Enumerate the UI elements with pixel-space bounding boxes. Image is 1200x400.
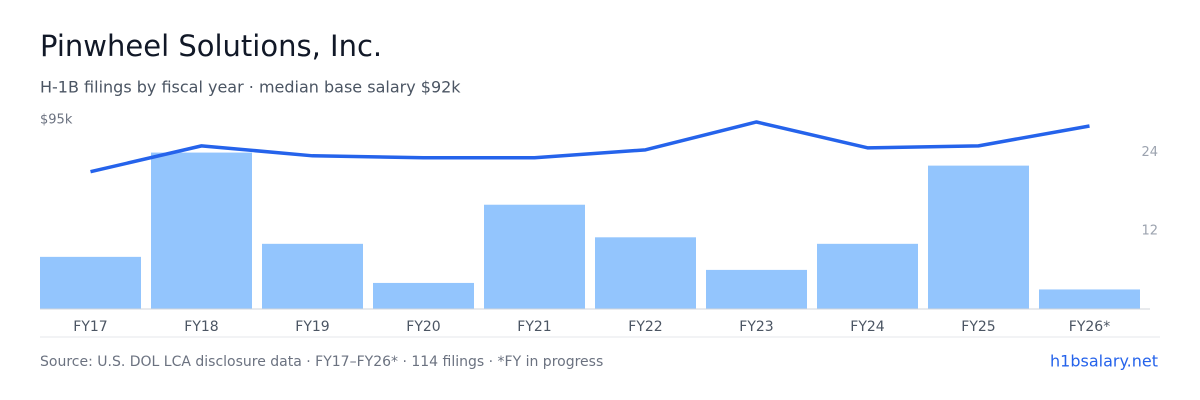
x-tick-label: FY23 [739, 319, 773, 335]
x-tick-label: FY17 [73, 319, 107, 335]
x-tick-label: FY18 [184, 319, 218, 335]
bar [1039, 289, 1140, 309]
y2-tick-label: 24 [1141, 145, 1158, 160]
bar [262, 243, 363, 309]
bar [706, 269, 807, 309]
bar [373, 282, 474, 309]
bar [817, 243, 918, 309]
x-tick-label: FY21 [517, 319, 551, 335]
y-tick-label: $95k [40, 113, 73, 128]
x-tick-label: FY22 [628, 319, 662, 335]
x-tick-label: FY26* [1069, 319, 1110, 335]
x-tick-label: FY19 [295, 319, 329, 335]
bar [595, 237, 696, 309]
bar [484, 204, 585, 309]
chart-title: Pinwheel Solutions, Inc. [40, 29, 382, 63]
x-tick-label: FY25 [961, 319, 995, 335]
y2-tick-label: 12 [1141, 223, 1158, 238]
line [90, 120, 1090, 174]
brand-link[interactable]: h1bsalary.net [1050, 352, 1158, 371]
bar [151, 152, 252, 309]
bar [40, 256, 141, 309]
bar [928, 165, 1029, 309]
chart-subtitle: H-1B filings by fiscal year · median bas… [40, 78, 461, 97]
x-tick-label: FY24 [850, 319, 885, 335]
x-tick-label: FY20 [406, 319, 440, 335]
source-note: Source: U.S. DOL LCA disclosure data · F… [40, 354, 603, 370]
